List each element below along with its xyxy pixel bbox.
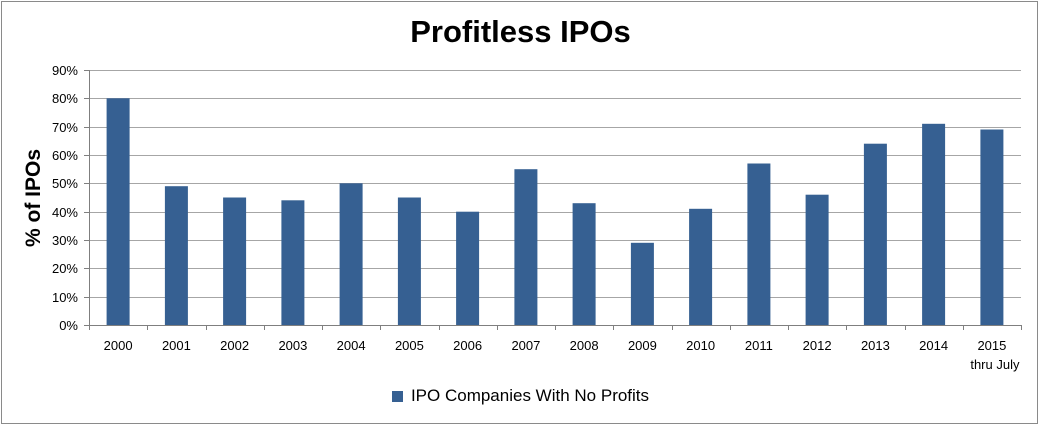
- y-tick-label: 10%: [52, 290, 78, 305]
- bar-2001: [164, 186, 188, 325]
- bars: [106, 98, 1004, 325]
- x-tick-label: 2000: [104, 338, 133, 353]
- bar-2000: [106, 98, 130, 325]
- y-axis-label: % of IPOs: [22, 149, 45, 247]
- bar-2011: [747, 163, 771, 325]
- x-tick-label: 2002: [220, 338, 249, 353]
- x-tick-label: 2011: [745, 338, 773, 353]
- y-tick-label: 70%: [52, 120, 78, 135]
- x-tick-label: 2006: [453, 338, 482, 353]
- x-tick-label: 2012: [803, 338, 832, 353]
- x-tick-label: 2009: [628, 338, 657, 353]
- x-tick-label: 2013: [861, 338, 890, 353]
- x-tick-label: 2007: [511, 338, 540, 353]
- bar-2002: [223, 197, 247, 325]
- chart-title: Profitless IPOs: [410, 14, 631, 49]
- x-tick-label: 2015: [977, 338, 1006, 353]
- y-tick-labels: 0% 10% 20% 30% 40% 50% 60% 70% 80% 90%: [52, 63, 78, 333]
- bar-2015: [980, 129, 1004, 325]
- legend-label: IPO Companies With No Profits: [410, 386, 650, 405]
- legend-swatch: [391, 390, 403, 402]
- y-tick-label: 50%: [52, 176, 78, 191]
- y-tick-label: 80%: [52, 91, 78, 106]
- bar-2003: [281, 200, 305, 325]
- bar-2013: [863, 143, 887, 325]
- axes: [84, 70, 1022, 330]
- bar-2014: [922, 123, 946, 325]
- bar-2006: [456, 211, 480, 325]
- bar-2009: [630, 242, 654, 325]
- x-tick-label: 2010: [686, 338, 715, 353]
- x-tick-label: 2014: [919, 338, 948, 353]
- x-tick-labels: 2000 2001 2002 2003 2004 2005 2006 2007 2008 2009…: [104, 338, 1020, 372]
- y-tick-label: 60%: [52, 148, 78, 163]
- x-tick-sublabel: thru July: [970, 357, 1020, 372]
- y-tick-label: 20%: [52, 261, 78, 276]
- y-tick-label: 90%: [52, 63, 78, 78]
- x-tick-label: 2008: [570, 338, 599, 353]
- bar-2005: [397, 197, 421, 325]
- bar-2008: [572, 203, 596, 325]
- y-tick-label: 0%: [59, 318, 78, 333]
- x-tick-label: 2001: [162, 338, 191, 353]
- x-tick-label: 2004: [337, 338, 366, 353]
- y-tick-label: 40%: [52, 205, 78, 220]
- bar-2004: [339, 183, 363, 325]
- x-tick-label: 2005: [395, 338, 424, 353]
- bar-2007: [514, 169, 538, 325]
- bar-2010: [689, 208, 713, 325]
- bar-2012: [805, 194, 829, 325]
- legend: IPO Companies With No Profits: [0, 386, 1041, 406]
- y-tick-label: 30%: [52, 233, 78, 248]
- x-tick-label: 2003: [278, 338, 307, 353]
